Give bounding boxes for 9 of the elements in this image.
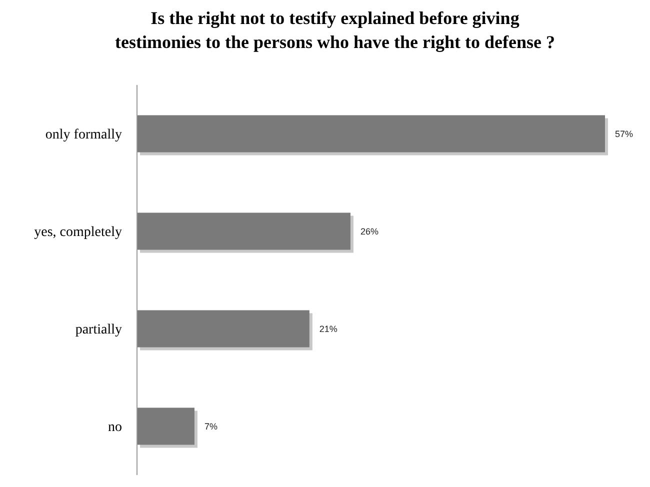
y-tick-label: partially xyxy=(75,322,122,338)
data-label: 21% xyxy=(319,324,338,334)
data-label: 26% xyxy=(360,226,378,236)
data-label: 57% xyxy=(615,128,634,139)
y-tick-label: yes, completely xyxy=(34,225,122,240)
y-tick-label: no xyxy=(108,420,122,436)
chart-title: Is the right not to testify explained before giving testimonies to the persons who have the right to defense ? xyxy=(115,8,555,52)
data-label: 7% xyxy=(204,421,218,432)
y-tick-label: only formally xyxy=(45,128,122,143)
